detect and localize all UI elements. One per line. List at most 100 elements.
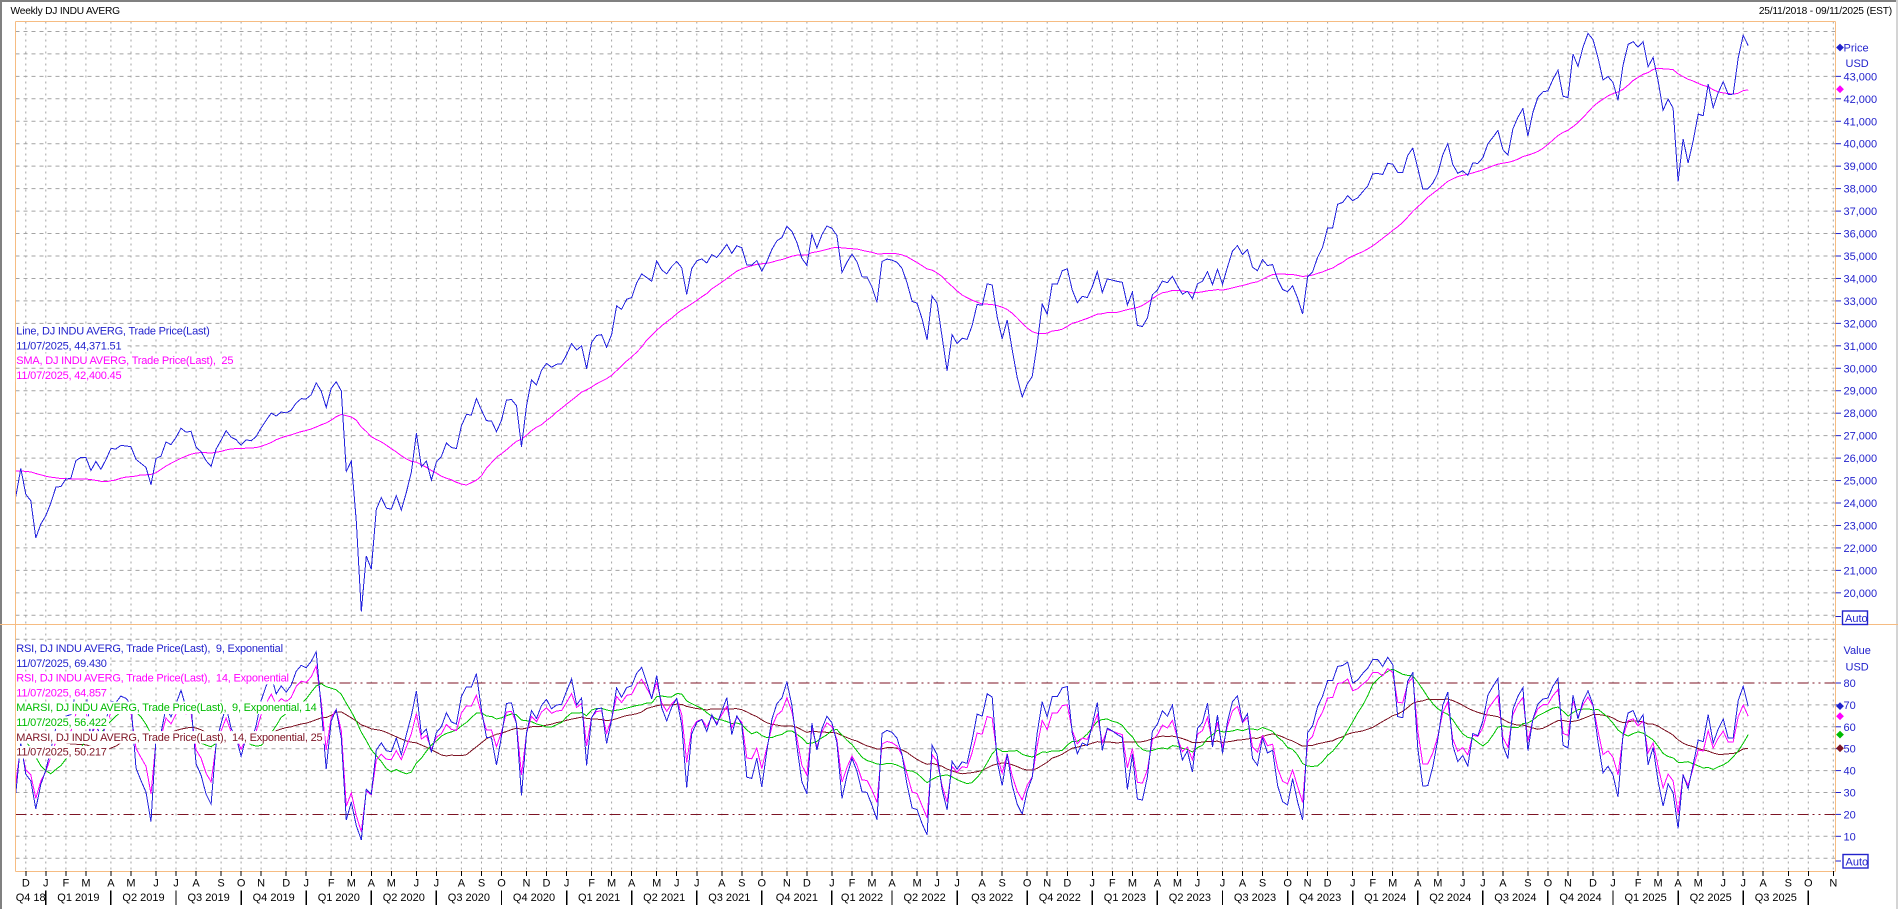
svg-text:80: 80: [1844, 678, 1856, 690]
svg-text:A: A: [1239, 878, 1247, 890]
svg-text:Q3 2025: Q3 2025: [1755, 892, 1797, 904]
svg-text:M: M: [867, 878, 876, 890]
svg-text:S: S: [1785, 878, 1792, 890]
svg-text:M: M: [387, 878, 396, 890]
svg-text:USD: USD: [1846, 662, 1869, 674]
svg-text:Q4 2019: Q4 2019: [253, 892, 295, 904]
svg-text:S: S: [738, 878, 745, 890]
svg-text:A: A: [1154, 878, 1162, 890]
svg-text:F: F: [849, 878, 856, 890]
svg-text:M: M: [1128, 878, 1137, 890]
svg-text:A: A: [1674, 878, 1682, 890]
svg-text:J: J: [1350, 878, 1356, 890]
svg-text:A: A: [192, 878, 200, 890]
svg-text:29,000: 29,000: [1844, 386, 1878, 398]
svg-text:M: M: [1694, 878, 1703, 890]
svg-text:N: N: [1304, 878, 1312, 890]
svg-text:23,000: 23,000: [1844, 520, 1878, 532]
svg-text:21,000: 21,000: [1844, 565, 1878, 577]
svg-text:M: M: [81, 878, 90, 890]
svg-text:D: D: [543, 878, 551, 890]
svg-text:41,000: 41,000: [1844, 116, 1878, 128]
svg-text:J: J: [1740, 878, 1746, 890]
svg-text:Q2 2024: Q2 2024: [1429, 892, 1471, 904]
svg-text:Q4 2021: Q4 2021: [776, 892, 818, 904]
svg-text:43,000: 43,000: [1844, 71, 1878, 83]
svg-text:A: A: [458, 878, 466, 890]
svg-text:20: 20: [1844, 809, 1856, 821]
svg-text:Q1 2020: Q1 2020: [318, 892, 360, 904]
svg-text:S: S: [1259, 878, 1266, 890]
svg-text:Auto: Auto: [1846, 857, 1869, 869]
svg-text:M: M: [1654, 878, 1663, 890]
svg-text:S: S: [478, 878, 485, 890]
svg-text:22,000: 22,000: [1844, 543, 1878, 555]
svg-text:Q3 2024: Q3 2024: [1494, 892, 1536, 904]
svg-text:Q1 2024: Q1 2024: [1364, 892, 1406, 904]
svg-text:N: N: [523, 878, 531, 890]
svg-text:38,000: 38,000: [1844, 184, 1878, 196]
svg-text:A: A: [718, 878, 726, 890]
svg-text:A: A: [979, 878, 987, 890]
svg-text:11/07/2025, 50.217: 11/07/2025, 50.217: [16, 747, 106, 759]
svg-text:31,000: 31,000: [1844, 341, 1878, 353]
svg-text:M: M: [347, 878, 356, 890]
svg-text:Q2 2021: Q2 2021: [643, 892, 685, 904]
svg-text:25/11/2018 - 09/11/2025 (EST): 25/11/2018 - 09/11/2025 (EST): [1759, 6, 1892, 17]
svg-text:F: F: [63, 878, 70, 890]
svg-text:33,000: 33,000: [1844, 296, 1878, 308]
svg-text:Weekly DJ INDU AVERG: Weekly DJ INDU AVERG: [11, 6, 121, 17]
svg-text:RSI, DJ INDU AVERG, Trade Pric: RSI, DJ INDU AVERG, Trade Price(Last), 1…: [16, 673, 288, 685]
svg-text:Q2 2023: Q2 2023: [1169, 892, 1211, 904]
svg-text:D: D: [1324, 878, 1332, 890]
svg-text:39,000: 39,000: [1844, 161, 1878, 173]
svg-text:RSI, DJ INDU AVERG, Trade Pric: RSI, DJ INDU AVERG, Trade Price(Last), 9…: [16, 643, 283, 655]
svg-text:Price: Price: [1844, 43, 1869, 55]
svg-text:A: A: [1760, 878, 1768, 890]
svg-text:Q2 2020: Q2 2020: [383, 892, 425, 904]
svg-text:D: D: [22, 878, 30, 890]
svg-text:40: 40: [1844, 766, 1856, 778]
svg-text:M: M: [1173, 878, 1182, 890]
svg-text:J: J: [954, 878, 960, 890]
svg-text:Q4 18: Q4 18: [16, 892, 46, 904]
svg-text:Q3 2020: Q3 2020: [448, 892, 490, 904]
svg-text:Q4 2023: Q4 2023: [1299, 892, 1341, 904]
svg-text:D: D: [282, 878, 290, 890]
svg-text:70: 70: [1844, 700, 1856, 712]
svg-text:J: J: [43, 878, 49, 890]
svg-text:Q2 2019: Q2 2019: [122, 892, 164, 904]
svg-text:11/07/2025, 44,371.51: 11/07/2025, 44,371.51: [16, 340, 121, 352]
svg-text:J: J: [303, 878, 309, 890]
svg-text:Value: Value: [1844, 645, 1871, 657]
svg-text:O: O: [758, 878, 767, 890]
svg-text:Q3 2019: Q3 2019: [187, 892, 229, 904]
svg-text:N: N: [1564, 878, 1572, 890]
svg-text:Q1 2021: Q1 2021: [578, 892, 620, 904]
svg-text:F: F: [1109, 878, 1116, 890]
svg-text:11/07/2025, 64.857: 11/07/2025, 64.857: [16, 687, 106, 699]
svg-text:25,000: 25,000: [1844, 476, 1878, 488]
svg-text:J: J: [674, 878, 680, 890]
svg-text:N: N: [1829, 878, 1837, 890]
svg-text:S: S: [1524, 878, 1531, 890]
svg-text:N: N: [783, 878, 791, 890]
svg-text:Q4 2024: Q4 2024: [1559, 892, 1601, 904]
svg-text:Q2 2022: Q2 2022: [903, 892, 945, 904]
svg-text:50: 50: [1844, 744, 1856, 756]
svg-text:S: S: [217, 878, 224, 890]
svg-text:A: A: [888, 878, 896, 890]
svg-text:J: J: [173, 878, 179, 890]
svg-text:F: F: [588, 878, 595, 890]
svg-text:MARSI, DJ INDU AVERG, Trade Pr: MARSI, DJ INDU AVERG, Trade Price(Last),…: [16, 702, 316, 714]
svg-text:Q3 2021: Q3 2021: [708, 892, 750, 904]
svg-text:O: O: [237, 878, 246, 890]
svg-text:O: O: [1544, 878, 1553, 890]
svg-text:20,000: 20,000: [1844, 588, 1878, 600]
svg-text:J: J: [564, 878, 570, 890]
svg-text:J: J: [1460, 878, 1466, 890]
svg-text:J: J: [434, 878, 440, 890]
svg-text:J: J: [829, 878, 835, 890]
svg-text:N: N: [257, 878, 265, 890]
svg-text:M: M: [607, 878, 616, 890]
